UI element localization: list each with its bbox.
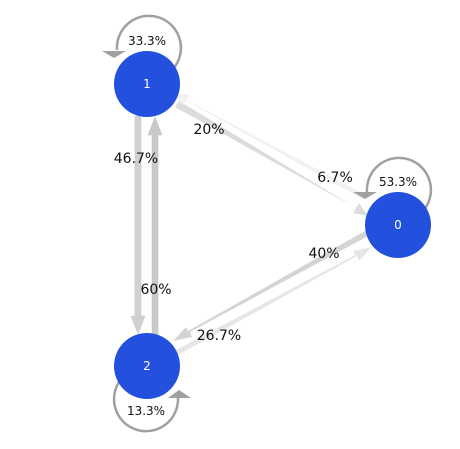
node-1-label: 1 (143, 77, 151, 91)
edge-0-to-2-arrow (173, 231, 368, 341)
edge-2-to-0-arrow (176, 247, 372, 355)
self-loop-2 (112, 377, 180, 433)
self-loop-0-label: 53.3% (379, 175, 417, 189)
edge-1-to-2-label: 46.7% (114, 151, 158, 167)
self-loop-2-label: 13.3% (127, 404, 165, 418)
edge-2-to-1-label: 60% (140, 282, 171, 298)
edge-1-to-0-label: 20% (193, 122, 224, 138)
self-loop-0 (365, 156, 433, 212)
self-loop-2-arrowhead (168, 390, 191, 398)
edge-2-to-0-label: 26.7% (197, 328, 241, 344)
node-0-label: 0 (394, 218, 402, 232)
self-loop-0-arrowhead (353, 192, 377, 199)
edge-1-to-2-arrow (130, 115, 146, 335)
self-loop-1-arrowhead (102, 51, 126, 58)
edge-1-to-0-arrow (175, 101, 368, 216)
edge-0-to-1-arrow (171, 92, 366, 200)
node-2 (114, 333, 180, 399)
edge-0-to-1-label: 6.7% (317, 170, 353, 186)
edge-2-to-1-arrow (147, 116, 163, 335)
edge-0-to-2-label: 40% (308, 246, 339, 262)
node-0 (365, 192, 431, 258)
node-1 (114, 51, 180, 117)
self-loop-1 (115, 14, 183, 71)
self-loop-1-label: 33.3% (128, 34, 166, 48)
node-2-label: 2 (143, 359, 151, 373)
